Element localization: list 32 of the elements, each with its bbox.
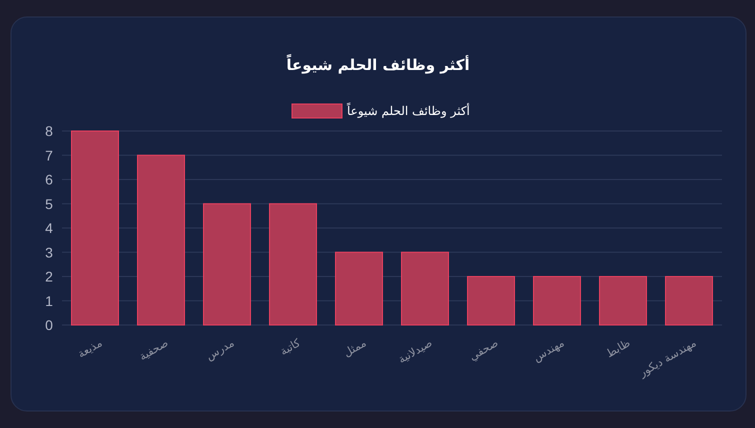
y-tick-label: 4: [45, 220, 54, 236]
y-tick-label: 7: [45, 147, 54, 164]
bar: [665, 276, 713, 326]
chart-title: أكثر وظائف الحلم شيوعاً: [286, 54, 470, 74]
y-tick-label: 6: [45, 172, 54, 188]
x-tick-label: ممثل: [341, 336, 369, 360]
y-tick-label: 3: [45, 244, 54, 260]
legend: أكثر وظائف الحلم شيوعاً: [292, 104, 470, 118]
bar: [71, 130, 119, 326]
x-tick-label: مهندسة ديكور: [636, 336, 699, 380]
bar: [467, 276, 515, 326]
bar: [533, 276, 581, 326]
bar: [335, 252, 383, 326]
bar: [599, 276, 647, 326]
x-tick-label: مذيعة: [76, 336, 105, 361]
x-tick-label: مهندس: [531, 336, 567, 364]
legend-label: أكثر وظائف الحلم شيوعاً: [346, 102, 470, 118]
x-tick-label: صحفي: [466, 336, 500, 364]
y-tick-label: 5: [45, 196, 54, 212]
y-tick-label: 1: [45, 292, 54, 309]
x-tick-label: صيدلانية: [396, 336, 434, 366]
bar: [203, 203, 251, 326]
bar: [401, 252, 449, 326]
x-tick-label: ظابط: [604, 336, 633, 360]
x-tick-label: مدرس: [204, 336, 237, 363]
bar: [269, 203, 317, 326]
y-tick-label: 8: [45, 123, 54, 139]
bar: [137, 154, 185, 326]
y-tick-label: 0: [45, 317, 54, 333]
x-tick-label: كاتبة: [278, 336, 304, 358]
y-tick-label: 2: [45, 268, 54, 284]
x-tick-label: صحفية: [136, 336, 170, 364]
